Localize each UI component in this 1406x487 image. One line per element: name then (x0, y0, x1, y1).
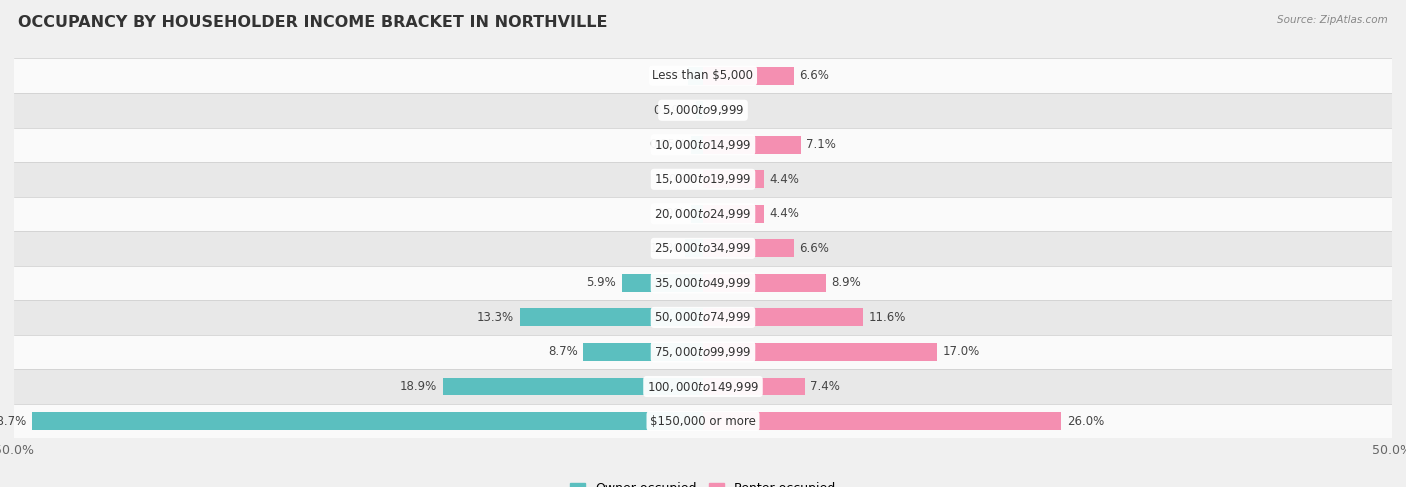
Text: 1.1%: 1.1% (652, 69, 682, 82)
Text: 4.4%: 4.4% (769, 173, 799, 186)
Bar (621, 274, 703, 292)
Text: 4.4%: 4.4% (769, 207, 799, 220)
Bar (14, 162, 1392, 197)
Bar (443, 377, 703, 395)
Bar (14, 300, 1392, 335)
Text: Source: ZipAtlas.com: Source: ZipAtlas.com (1277, 15, 1388, 25)
Bar (14, 128, 1392, 162)
Bar (703, 412, 1062, 430)
Text: $5,000 to $9,999: $5,000 to $9,999 (662, 103, 744, 117)
Text: $75,000 to $99,999: $75,000 to $99,999 (654, 345, 752, 359)
Bar (703, 170, 763, 188)
Bar (703, 136, 801, 154)
Text: 5.9%: 5.9% (586, 277, 616, 289)
Bar (14, 404, 1392, 438)
Bar (583, 343, 703, 361)
Text: 0.49%: 0.49% (654, 104, 690, 117)
Bar (14, 369, 1392, 404)
Text: 7.1%: 7.1% (807, 138, 837, 151)
Text: $25,000 to $34,999: $25,000 to $34,999 (654, 242, 752, 255)
Bar (520, 308, 703, 326)
Bar (703, 240, 794, 257)
Text: $20,000 to $24,999: $20,000 to $24,999 (654, 207, 752, 221)
Bar (703, 274, 825, 292)
Bar (14, 231, 1392, 265)
Bar (703, 205, 763, 223)
Text: $15,000 to $19,999: $15,000 to $19,999 (654, 172, 752, 187)
Text: $100,000 to $149,999: $100,000 to $149,999 (647, 379, 759, 393)
Text: 13.3%: 13.3% (477, 311, 515, 324)
Text: OCCUPANCY BY HOUSEHOLDER INCOME BRACKET IN NORTHVILLE: OCCUPANCY BY HOUSEHOLDER INCOME BRACKET … (18, 15, 607, 30)
Text: 0.0%: 0.0% (668, 173, 697, 186)
Text: 7.4%: 7.4% (810, 380, 841, 393)
Bar (692, 136, 703, 154)
Legend: Owner-occupied, Renter-occupied: Owner-occupied, Renter-occupied (565, 477, 841, 487)
Bar (696, 101, 703, 119)
Bar (14, 197, 1392, 231)
Text: 18.9%: 18.9% (399, 380, 437, 393)
Text: 48.7%: 48.7% (0, 414, 27, 428)
Text: Less than $5,000: Less than $5,000 (652, 69, 754, 82)
Text: 0.85%: 0.85% (648, 138, 686, 151)
Text: 8.9%: 8.9% (831, 277, 860, 289)
Bar (703, 343, 938, 361)
Bar (32, 412, 703, 430)
Text: $35,000 to $49,999: $35,000 to $49,999 (654, 276, 752, 290)
Text: $150,000 or more: $150,000 or more (650, 414, 756, 428)
Text: 11.6%: 11.6% (869, 311, 905, 324)
Bar (14, 265, 1392, 300)
Text: 1.3%: 1.3% (650, 242, 679, 255)
Text: $10,000 to $14,999: $10,000 to $14,999 (654, 138, 752, 152)
Text: 0.9%: 0.9% (655, 207, 685, 220)
Bar (703, 377, 806, 395)
Bar (690, 205, 703, 223)
Text: 6.6%: 6.6% (800, 242, 830, 255)
Bar (14, 93, 1392, 128)
Text: 0.0%: 0.0% (709, 104, 738, 117)
Text: 8.7%: 8.7% (548, 345, 578, 358)
Bar (688, 67, 703, 85)
Text: 6.6%: 6.6% (800, 69, 830, 82)
Text: 17.0%: 17.0% (943, 345, 980, 358)
Text: $50,000 to $74,999: $50,000 to $74,999 (654, 310, 752, 324)
Bar (14, 58, 1392, 93)
Bar (14, 335, 1392, 369)
Bar (703, 308, 863, 326)
Bar (703, 67, 794, 85)
Bar (685, 240, 703, 257)
Text: 26.0%: 26.0% (1067, 414, 1104, 428)
